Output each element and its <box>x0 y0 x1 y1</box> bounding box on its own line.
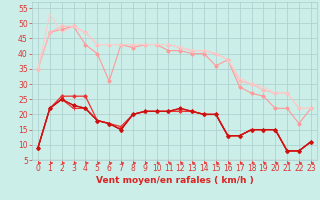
X-axis label: Vent moyen/en rafales ( km/h ): Vent moyen/en rafales ( km/h ) <box>96 176 253 185</box>
